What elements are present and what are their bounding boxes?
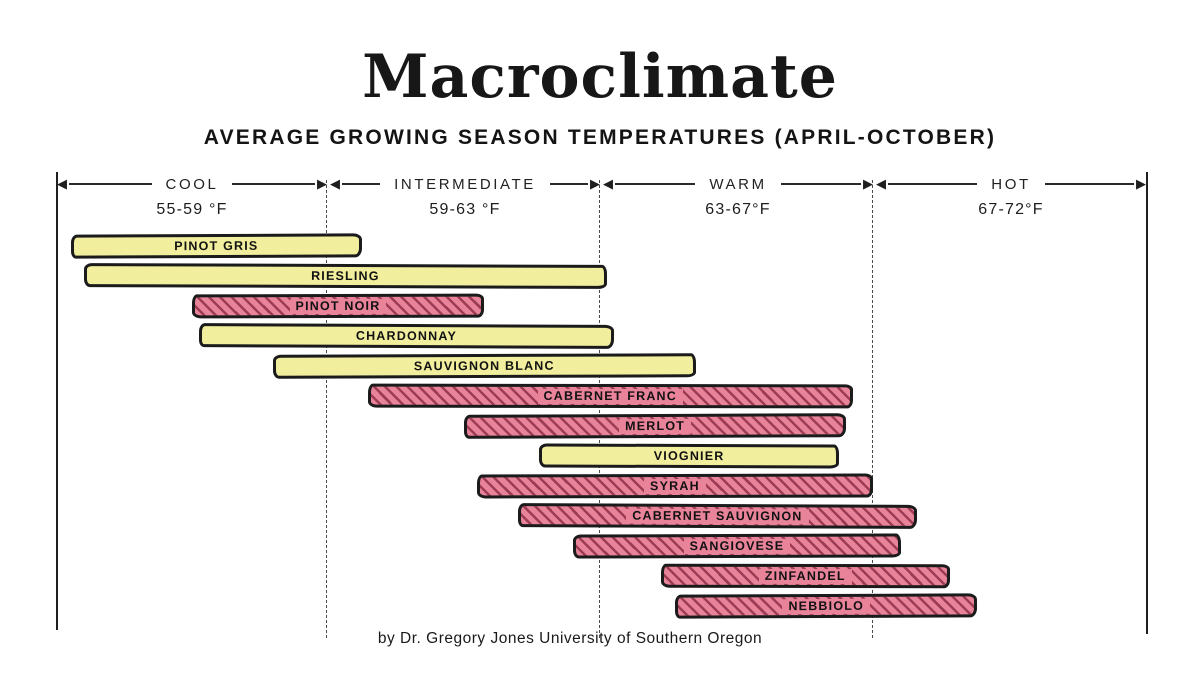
wine-bar-label: VIOGNIER [653,448,725,463]
wine-bar-zinfandel: ZINFANDEL [661,563,951,589]
axis-right-line [1146,172,1148,634]
zone-label: HOT [991,175,1031,193]
zone-label: WARM [709,175,767,193]
arrow-right-icon: ▶ [317,176,328,191]
zone-divider-59f [326,180,327,638]
wine-bar-merlot: MERLOT [463,413,846,439]
wine-bar-label: CABERNET SAUVIGNON [626,508,809,524]
axis-line-segment [69,183,152,185]
wine-bar-label: PINOT NOIR [289,298,387,314]
wine-bar-sangiovese: SANGIOVESE [572,533,901,559]
wine-bar-cabernet-franc: CABERNET FRANC [367,383,853,409]
zone-range: 55-59 °F [156,201,228,218]
zone-label: INTERMEDIATE [394,175,536,193]
wine-bar-label: RIESLING [311,268,380,283]
axis-line-segment [549,183,589,185]
zone-cool: ◀ COOL ▶ 55-59 °F [57,174,327,224]
zone-divider-63f [599,180,600,638]
arrow-left-icon: ◀ [57,176,67,191]
zone-range: 63-67°F [705,201,771,218]
wine-bar-label: PINOT GRIS [173,238,258,253]
wine-bar-chardonnay: CHARDONNAY [198,323,614,349]
wine-bar-label: ZINFANDEL [759,568,853,584]
axis-left-line [56,172,58,630]
wine-bar-label: SANGIOVESE [683,538,790,554]
arrow-right-icon: ▶ [1136,176,1146,191]
axis-line-segment [888,183,978,185]
wine-bar-syrah: SYRAH [477,473,874,499]
zone-hot: ◀ HOT ▶ 67-72°F [876,174,1146,224]
arrow-left-icon: ◀ [330,176,340,191]
wine-bar-label: CHARDONNAY [355,328,457,343]
wine-bar-sauvignon-blanc: SAUVIGNON BLANC [272,353,696,379]
axis-line-segment [1044,183,1134,185]
arrow-right-icon: ▶ [863,176,873,191]
axis-line-segment [615,183,696,185]
wine-bar-label: SYRAH [644,478,706,494]
axis-line-segment [780,183,861,185]
wine-bar-label: SAUVIGNON BLANC [413,358,555,373]
zone-warm: ◀ WARM ▶ 63-67°F [603,174,873,224]
axis-line-segment [232,183,316,185]
attribution-text: by Dr. Gregory Jones University of South… [377,630,763,647]
wine-bar-viognier: VIOGNIER [538,443,839,469]
wine-bar-label: NEBBIOLO [782,598,871,614]
page-title: Macroclimate [362,42,838,112]
wine-bar-pinot-noir: PINOT NOIR [191,293,484,319]
wine-bar-label: MERLOT [618,418,691,434]
zone-divider-67f [872,180,873,638]
arrow-right-icon: ▶ [590,176,601,191]
zone-range: 67-72°F [978,201,1044,218]
wine-bar-riesling: RIESLING [83,263,607,289]
arrow-left-icon: ◀ [603,176,613,191]
wine-bar-cabernet-sauvignon: CABERNET SAUVIGNON [518,503,918,529]
wine-bar-nebbiolo: NEBBIOLO [675,593,978,619]
zone-range: 59-63 °F [429,201,501,218]
wine-bar-pinot-gris: PINOT GRIS [70,233,362,259]
zone-intermediate: ◀ INTERMEDIATE ▶ 59-63 °F [330,174,600,224]
chart-subtitle: AVERAGE GROWING SEASON TEMPERATURES (APR… [203,126,997,149]
zone-label: COOL [165,175,219,193]
wine-bar-label: CABERNET FRANC [537,388,683,404]
axis-line-segment [342,183,381,185]
arrow-left-icon: ◀ [876,176,886,191]
